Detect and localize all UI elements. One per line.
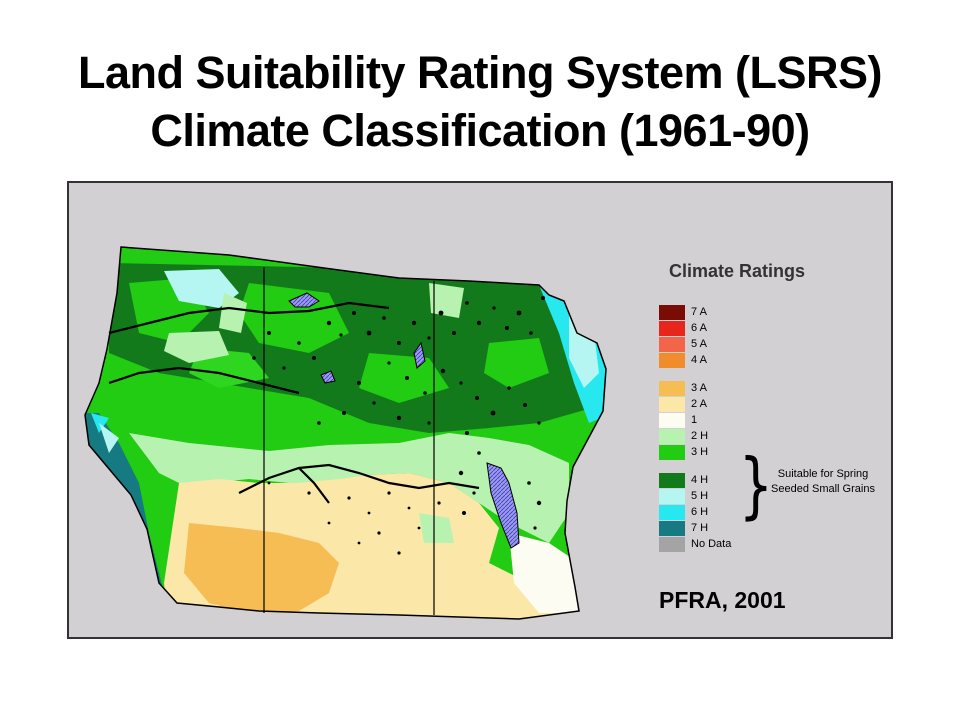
legend-label: 6 A (691, 322, 707, 334)
legend-label: 6 H (691, 506, 709, 518)
legend-label: 2 H (691, 430, 709, 442)
legend-swatch (659, 489, 685, 504)
prairie-provinces-map (84, 246, 607, 620)
legend-swatch (659, 381, 685, 396)
slide-title: Land Suitability Rating System (LSRS) Cl… (0, 44, 960, 160)
legend: Climate Ratings 7 A 6 A 5 A 4 A 3 A 2 A 1 2 H 3 … (659, 261, 889, 561)
legend-label: 5 H (691, 490, 709, 502)
legend-label: 5 A (691, 338, 707, 350)
title-line-1: Land Suitability Rating System (LSRS) (77, 47, 883, 98)
legend-swatch (659, 413, 685, 428)
legend-swatch (659, 537, 685, 552)
legend-label: 3 H (691, 446, 709, 458)
rivers (108, 301, 480, 504)
legend-label: No Data (691, 538, 732, 550)
region-outline (84, 246, 607, 620)
legend-swatch (659, 321, 685, 336)
legend-swatch (659, 353, 685, 368)
legend-swatch (659, 305, 685, 320)
legend-swatch (659, 397, 685, 412)
water-speckle (252, 296, 545, 555)
legend-label: 7 H (691, 522, 709, 534)
legend-label: 2 A (691, 398, 707, 410)
brace-note: Suitable for Spring Seeded Small Grains (771, 468, 875, 495)
legend-swatch (659, 473, 685, 488)
legend-swatch (659, 429, 685, 444)
province-borders (263, 267, 435, 615)
credit: PFRA, 2001 (659, 587, 786, 613)
legend-label: 4 A (691, 354, 707, 366)
lakes (288, 292, 520, 549)
brace-icon: } (738, 443, 774, 527)
map-panel: Climate Ratings 7 A 6 A 5 A 4 A 3 A 2 A 1 2 H 3 … (67, 181, 893, 639)
legend-label: 4 H (691, 474, 709, 486)
legend-label: 1 (691, 414, 698, 426)
legend-label: 7 A (691, 306, 707, 318)
legend-swatch (659, 521, 685, 536)
legend-swatch (659, 505, 685, 520)
legend-swatch (659, 337, 685, 352)
legend-swatch (659, 445, 685, 460)
legend-label: 3 A (691, 382, 707, 394)
legend-title: Climate Ratings (669, 261, 806, 281)
title-line-2: Climate Classification (1961-90) (150, 105, 810, 156)
